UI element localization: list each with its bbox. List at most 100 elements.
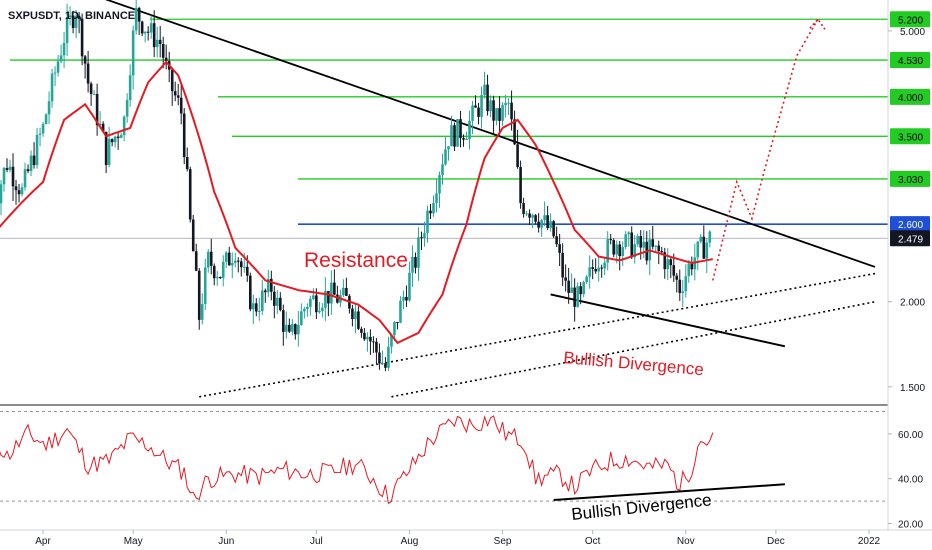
candle [95,83,99,136]
candle [492,95,495,135]
candle [89,81,93,106]
candle-body [315,295,318,313]
candle [257,297,261,321]
candle-body [435,193,438,203]
candle-body [125,100,129,117]
candle [405,285,408,307]
candle [342,279,345,298]
candle-body [378,352,381,364]
candle-body [152,23,156,48]
candle-body [513,119,516,145]
candle-body [576,286,579,307]
candle-body [708,231,712,243]
candle [690,256,694,276]
candle-body [155,39,159,48]
candle-body [660,251,664,253]
candle [309,295,312,316]
candle-body [579,286,582,295]
candle-body [146,31,150,33]
candle-body [83,56,87,64]
candle [107,126,111,168]
level-label-3.030: 3.030 [890,170,930,187]
candle [522,197,525,218]
level-label-4.000-bg [890,88,930,105]
candle [41,121,45,137]
candle-body [519,167,522,204]
candle-body [110,139,114,143]
candle [372,336,375,353]
candle-body [555,236,558,245]
candle-body [411,256,414,273]
candle [567,268,570,304]
candle [44,113,48,125]
candle [212,263,216,286]
candle-body [489,100,492,112]
candle-body [675,275,679,280]
time-axis-label: Dec [767,536,785,547]
descending-trendline [105,0,876,268]
candle-body [639,236,643,248]
rising-trendline-lower [391,300,876,398]
candle-body [149,23,153,33]
candle-body [447,146,450,150]
candle [270,270,273,301]
candle-body [270,278,273,292]
level-label-4.530-text: 4.530 [898,56,923,67]
candle-body [642,241,646,248]
candle [221,255,225,287]
candle-body [279,297,282,311]
candle [336,285,339,304]
candle [68,6,72,26]
candle-body [185,157,189,170]
candle-body [522,203,525,214]
candle [429,204,432,220]
candle-body [453,125,456,147]
price-axis: 5.000 2.000 1.500 5.200 4.530 4.000 3.500 3.03… [887,0,930,531]
candle-body [426,210,429,234]
candle-body [218,276,222,279]
candle-body [552,221,555,237]
candle [194,243,198,272]
level-label-3.500-bg [890,128,930,145]
candle-body [116,136,120,138]
time-axis-label: Oct [585,536,601,547]
price-axis-level-labels: 5.200 4.530 4.000 3.500 3.030 2.600 2.479 [890,11,930,247]
candle-body [194,251,198,271]
candle [378,343,381,370]
candle [384,357,387,372]
time-axis-label: Jun [218,536,234,547]
candle-body [507,102,510,104]
candle-body [699,236,703,242]
candle-body [5,168,9,170]
candle [417,227,420,281]
candle [453,122,456,151]
candle [146,26,150,41]
candle-body [483,84,486,95]
candle-body [261,290,264,311]
rsi-tick-label: 40.00 [898,475,923,486]
candle-body [92,93,96,95]
candle-body [432,202,435,214]
candle-body [59,55,63,62]
candle-body [68,15,72,18]
candle [35,127,39,169]
candle [209,238,213,275]
candle-body [86,63,90,84]
level-label-5.200-text: 5.200 [898,15,923,26]
time-axis-label: Aug [401,536,419,547]
candle-body [227,252,231,266]
candle [642,230,646,258]
candle-body [32,155,36,166]
moving-average-line [0,60,713,345]
candle [426,205,429,243]
candle [203,258,207,310]
candle [104,131,108,174]
candle-body [164,57,168,62]
candle-body [276,297,279,306]
candle-body [291,324,294,332]
candle [80,13,84,66]
candle-body [678,279,682,293]
candle-body [336,294,339,303]
candle [582,280,585,298]
candle-body [594,269,597,272]
